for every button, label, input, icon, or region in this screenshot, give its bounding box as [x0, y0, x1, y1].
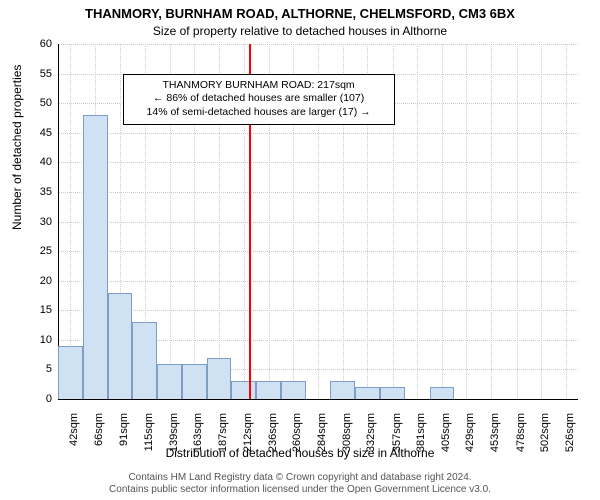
histogram-bar — [231, 381, 256, 399]
histogram-bar — [430, 387, 455, 399]
y-tick-label: 50 — [22, 97, 52, 109]
y-tick-label: 0 — [22, 393, 52, 405]
y-tick-label: 35 — [22, 186, 52, 198]
y-tick-label: 40 — [22, 156, 52, 168]
plot-area: 05101520253035404550556042sqm66sqm91sqm1… — [58, 44, 578, 399]
chart-container: THANMORY, BURNHAM ROAD, ALTHORNE, CHELMS… — [0, 0, 600, 500]
attribution-line: Contains public sector information licen… — [109, 484, 491, 495]
x-axis-label: Distribution of detached houses by size … — [0, 446, 600, 460]
y-tick-label: 10 — [22, 334, 52, 346]
annotation-line: ← 86% of detached houses are smaller (10… — [130, 92, 388, 106]
histogram-bar — [256, 381, 281, 399]
grid-line-v — [566, 44, 567, 399]
histogram-bar — [207, 358, 232, 399]
grid-line-v — [442, 44, 443, 399]
histogram-bar — [157, 364, 182, 400]
histogram-bar — [355, 387, 380, 399]
y-tick-label: 55 — [22, 68, 52, 80]
histogram-bar — [58, 346, 83, 399]
y-axis-label: Number of detached properties — [10, 65, 24, 230]
chart-subtitle: Size of property relative to detached ho… — [0, 24, 600, 38]
attribution-line: Contains HM Land Registry data © Crown c… — [128, 472, 471, 483]
grid-line-v — [517, 44, 518, 399]
histogram-bar — [182, 364, 207, 400]
y-tick-label: 15 — [22, 304, 52, 316]
histogram-bar — [281, 381, 306, 399]
histogram-bar — [330, 381, 355, 399]
grid-line-v — [541, 44, 542, 399]
histogram-bar — [132, 322, 157, 399]
annotation-line: THANMORY BURNHAM ROAD: 217sqm — [130, 79, 388, 93]
annotation-line: 14% of semi-detached houses are larger (… — [130, 106, 388, 120]
y-tick-label: 45 — [22, 127, 52, 139]
histogram-bar — [108, 293, 133, 400]
grid-line-v — [417, 44, 418, 399]
grid-line-v — [466, 44, 467, 399]
histogram-bar — [380, 387, 405, 399]
y-tick-label: 5 — [22, 363, 52, 375]
y-tick-label: 25 — [22, 245, 52, 257]
histogram-bar — [83, 115, 108, 399]
y-tick-label: 60 — [22, 38, 52, 50]
grid-line-v — [491, 44, 492, 399]
x-axis-line — [58, 399, 578, 400]
y-tick-label: 30 — [22, 216, 52, 228]
y-tick-label: 20 — [22, 275, 52, 287]
attribution-text: Contains HM Land Registry data © Crown c… — [0, 472, 600, 496]
chart-title: THANMORY, BURNHAM ROAD, ALTHORNE, CHELMS… — [0, 6, 600, 21]
annotation-box: THANMORY BURNHAM ROAD: 217sqm← 86% of de… — [123, 74, 395, 125]
